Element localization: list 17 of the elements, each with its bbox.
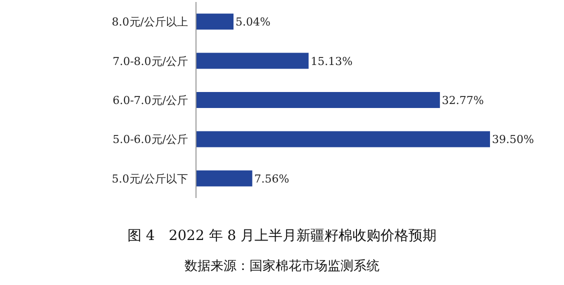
- bar: [196, 170, 252, 186]
- data-label: 5.04%: [236, 16, 270, 29]
- data-label: 7.56%: [254, 172, 290, 186]
- y-tick-label: 7.0-8.0元/公斤: [112, 54, 188, 68]
- bar: [196, 14, 234, 30]
- bar: [196, 131, 490, 148]
- text: 图 4 2022 年 8 月上半月新疆籽棉收购价格预期: [127, 228, 437, 244]
- y-tick-label: 8.0元/公斤以上: [112, 16, 188, 29]
- y-tick-label: 5.0元/公斤以下: [112, 172, 188, 186]
- data-label: 39.50%: [492, 133, 534, 146]
- y-tick-label: 5.0-6.0元/公斤: [112, 133, 188, 146]
- data-label: 15.13%: [310, 54, 353, 68]
- data-label: 32.77%: [442, 94, 484, 107]
- bar: [196, 92, 440, 108]
- bar: [196, 52, 309, 69]
- y-tick-label: 6.0-7.0元/公斤: [112, 94, 188, 107]
- source-note: 数据来源：国家棉花市场监测系统: [184, 258, 380, 274]
